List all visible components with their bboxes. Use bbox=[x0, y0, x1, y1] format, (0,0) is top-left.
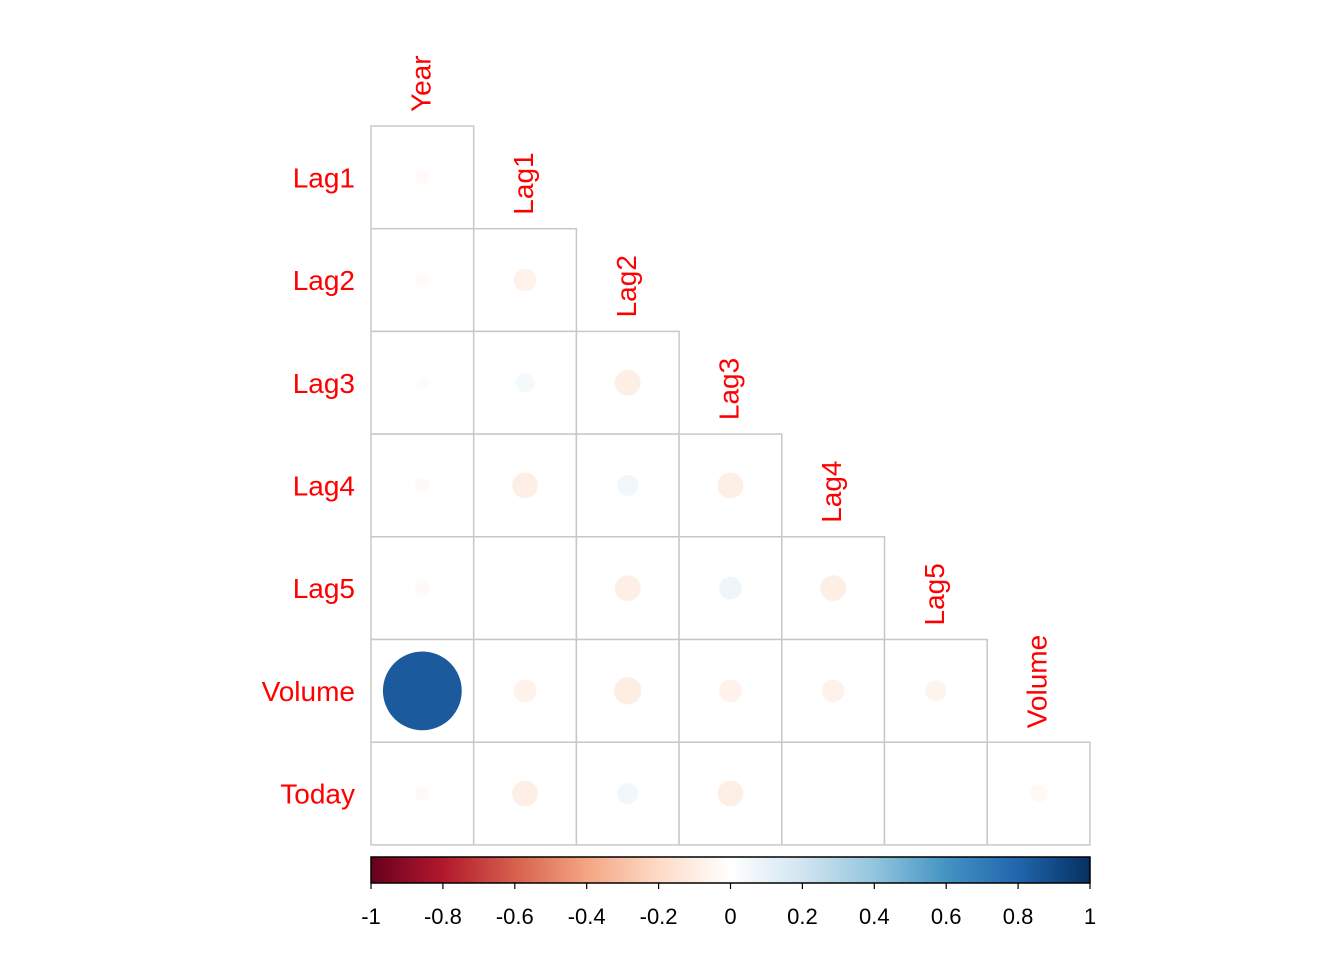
col-label-Lag5: Lag5 bbox=[919, 563, 950, 625]
correlation-circles bbox=[382, 169, 1048, 807]
corr-circle-Lag3-Year bbox=[416, 376, 429, 389]
corr-circle-Volume-Lag3 bbox=[719, 679, 742, 703]
row-label-Lag2: Lag2 bbox=[293, 265, 355, 296]
colorbar: -1 -0.8 -0.6 -0.4 -0.2 0 0.2 0.4 0.6 0.8 1 bbox=[361, 856, 1096, 929]
colorbar-tick-label: -0.4 bbox=[568, 904, 606, 929]
col-label-Lag4: Lag4 bbox=[816, 461, 847, 523]
colorbar-tick-label: 0.4 bbox=[859, 904, 890, 929]
corr-circle-Lag5-Year bbox=[414, 580, 430, 596]
colorbar-tick-label: -0.6 bbox=[496, 904, 534, 929]
corr-circle-Lag4-Year bbox=[414, 478, 430, 493]
colorbar-tick-label: 0 bbox=[724, 904, 736, 929]
corr-circle-Lag3-Lag2 bbox=[614, 369, 641, 396]
corr-circle-Lag3-Lag1 bbox=[515, 373, 535, 393]
cell-Today-Year bbox=[370, 741, 475, 846]
corr-circle-Volume-Lag4 bbox=[821, 679, 845, 703]
colorbar-tick-label: 1 bbox=[1084, 904, 1096, 929]
row-label-Today: Today bbox=[280, 779, 355, 810]
colorbar-tick-label: 0.8 bbox=[1003, 904, 1034, 929]
corr-circle-Lag2-Year bbox=[414, 272, 430, 288]
cell-Lag5-Lag3 bbox=[678, 536, 783, 641]
corr-circle-Lag4-Lag3 bbox=[717, 472, 744, 499]
corr-circle-Today-Volume bbox=[1029, 784, 1048, 803]
cell-Lag5-Lag1 bbox=[472, 536, 578, 641]
col-label-Volume: Volume bbox=[1022, 635, 1053, 728]
corr-circle-Today-Year bbox=[414, 786, 430, 801]
corr-circle-Lag4-Lag1 bbox=[512, 472, 538, 499]
corr-circle-Lag5-Lag2 bbox=[614, 575, 641, 602]
colorbar-tick-label: -0.8 bbox=[424, 904, 462, 929]
corr-circle-Today-Lag2 bbox=[617, 783, 639, 805]
col-label-Year: Year bbox=[405, 55, 436, 112]
colorbar-tick-label: 0.2 bbox=[787, 904, 818, 929]
corr-circle-Lag2-Lag1 bbox=[513, 268, 537, 292]
corr-circle-Volume-Lag5 bbox=[925, 680, 947, 702]
colorbar-tick-label: -0.2 bbox=[640, 904, 678, 929]
row-label-Lag3: Lag3 bbox=[293, 368, 355, 399]
row-label-Lag1: Lag1 bbox=[293, 162, 355, 193]
colorbar-tick-label: -1 bbox=[361, 904, 381, 929]
cell-grid bbox=[370, 125, 1091, 846]
corr-circle-Volume-Lag1 bbox=[513, 679, 537, 703]
cell-Lag4-Lag1 bbox=[472, 433, 578, 538]
corr-circle-Today-Lag5 bbox=[931, 789, 941, 798]
corr-circle-Lag4-Lag2 bbox=[617, 474, 639, 496]
row-label-Lag4: Lag4 bbox=[293, 470, 355, 501]
corr-circle-Today-Lag1 bbox=[512, 780, 538, 807]
row-label-Lag5: Lag5 bbox=[293, 573, 355, 604]
corr-circle-Volume-Year bbox=[382, 651, 462, 731]
col-label-Lag1: Lag1 bbox=[508, 152, 539, 214]
corr-circle-Lag5-Lag4 bbox=[820, 575, 847, 602]
cell-Today-Lag4 bbox=[781, 741, 886, 846]
cell-Lag5-Lag4 bbox=[781, 536, 886, 641]
corr-circle-Today-Lag3 bbox=[717, 780, 744, 807]
colorbar-gradient bbox=[371, 857, 1090, 883]
variable-labels: Lag1 Lag2 Lag3 Lag4 Lag5 Volume Today Year Lag1 L… bbox=[262, 55, 1053, 809]
corr-circle-Lag5-Lag3 bbox=[719, 576, 742, 600]
col-label-Lag2: Lag2 bbox=[611, 255, 642, 317]
corr-circle-Lag1-Year bbox=[414, 169, 430, 185]
colorbar-tick-label: 0.6 bbox=[931, 904, 962, 929]
corr-circle-Volume-Lag2 bbox=[614, 677, 642, 705]
row-label-Volume: Volume bbox=[262, 676, 355, 707]
col-label-Lag3: Lag3 bbox=[713, 358, 744, 420]
